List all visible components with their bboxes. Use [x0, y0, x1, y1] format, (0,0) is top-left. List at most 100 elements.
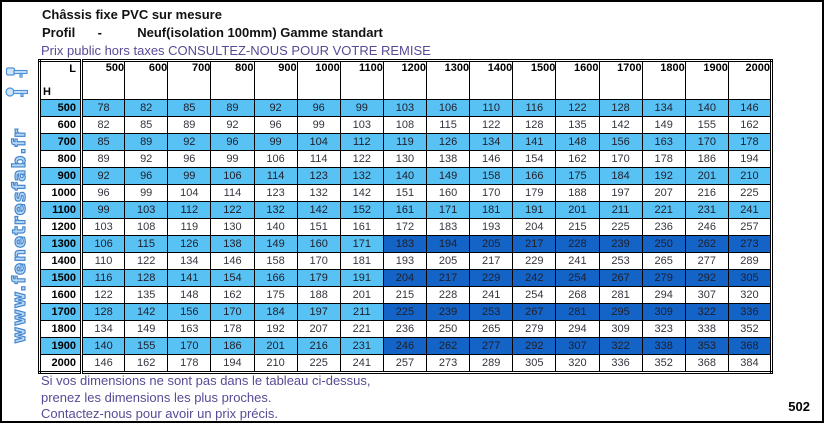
- price-cell: 307: [555, 337, 600, 355]
- price-cell: 338: [684, 320, 729, 338]
- price-cell: 225: [727, 184, 773, 202]
- price-cell: 241: [555, 252, 600, 270]
- header-row: L H 500 600 700 800 900 1000 1100 1200 1300 1400 1…: [39, 60, 773, 100]
- price-cell: 241: [727, 201, 773, 219]
- price-cell: 148: [167, 286, 212, 304]
- price-cell: 103: [382, 99, 428, 117]
- price-cell: 215: [382, 286, 428, 304]
- price-cell: 161: [339, 218, 384, 236]
- price-cell: 236: [382, 320, 428, 338]
- price-cell: 154: [210, 269, 255, 287]
- price-cell: 103: [124, 201, 169, 219]
- price-cell: 163: [641, 133, 686, 151]
- price-cell: 96: [80, 184, 126, 202]
- profil-label: Profil: [42, 25, 76, 40]
- price-cell: 294: [641, 286, 686, 304]
- price-cell: 132: [296, 184, 341, 202]
- price-cell: 289: [469, 354, 514, 373]
- price-cell: 158: [469, 167, 514, 185]
- price-cell: 183: [382, 235, 428, 253]
- price-cell: 106: [253, 150, 298, 168]
- price-cell: 267: [598, 269, 643, 287]
- price-cell: 99: [339, 99, 384, 117]
- price-cell: 151: [382, 184, 428, 202]
- price-cell: 225: [296, 354, 341, 373]
- price-cell: 166: [253, 269, 298, 287]
- row-header-1900: 1900: [39, 337, 83, 355]
- price-cell: 231: [684, 201, 729, 219]
- price-cell: 265: [641, 252, 686, 270]
- row-header-1500: 1500: [39, 269, 83, 287]
- row-header-2000: 2000: [39, 354, 83, 373]
- price-cell: 142: [598, 116, 643, 134]
- price-cell: 142: [124, 303, 169, 321]
- price-cell: 110: [80, 252, 126, 270]
- price-cell: 103: [80, 218, 126, 236]
- price-cell: 148: [555, 133, 600, 151]
- price-cell: 138: [425, 150, 471, 168]
- table-row-h1300: 1300 106 115 126 138 149 160 171 183 194 205 217 228…: [39, 235, 773, 253]
- price-cell: 128: [512, 116, 557, 134]
- price-cell: 140: [253, 218, 298, 236]
- row-header-1400: 1400: [39, 252, 83, 270]
- table-row-h1400: 1400 110 122 134 146 158 170 181 193 205 217 229 241…: [39, 252, 773, 270]
- price-cell: 204: [382, 269, 428, 287]
- price-cell: 207: [641, 184, 686, 202]
- price-cell: 138: [210, 235, 255, 253]
- price-cell: 201: [339, 286, 384, 304]
- price-cell: 257: [727, 218, 773, 236]
- price-cell: 114: [210, 184, 255, 202]
- price-cell: 119: [382, 133, 428, 151]
- price-cell: 171: [339, 235, 384, 253]
- price-cell: 322: [598, 337, 643, 355]
- price-cell: 89: [167, 116, 212, 134]
- price-cell: 160: [425, 184, 471, 202]
- price-cell: 163: [167, 320, 212, 338]
- price-cell: 78: [80, 99, 126, 117]
- price-table-body: 500 78 82 85 89 92 96 99 103 106 110 116 122 128 134 14…: [39, 99, 773, 373]
- price-cell: 132: [253, 201, 298, 219]
- price-cell: 149: [253, 235, 298, 253]
- price-cell: 134: [469, 133, 514, 151]
- price-cell: 156: [167, 303, 212, 321]
- table-row-h1500: 1500 116 128 141 154 166 179 191 204 217 229 242 254…: [39, 269, 773, 287]
- column-header-1300: 1300: [425, 60, 471, 100]
- price-cell: 211: [339, 303, 384, 321]
- price-cell: 82: [124, 99, 169, 117]
- price-cell: 128: [598, 99, 643, 117]
- price-cell: 221: [641, 201, 686, 219]
- price-cell: 104: [296, 133, 341, 151]
- price-cell: 135: [124, 286, 169, 304]
- column-header-700: 700: [167, 60, 212, 100]
- price-cell: 292: [684, 269, 729, 287]
- price-cell: 142: [339, 184, 384, 202]
- price-cell: 85: [124, 116, 169, 134]
- price-cell: 99: [124, 184, 169, 202]
- price-cell: 122: [124, 252, 169, 270]
- price-cell: 262: [425, 337, 471, 355]
- price-cell: 92: [124, 150, 169, 168]
- price-cell: 115: [425, 116, 471, 134]
- price-cell: 307: [684, 286, 729, 304]
- row-header-1200: 1200: [39, 218, 83, 236]
- price-cell: 191: [339, 269, 384, 287]
- price-cell: 265: [469, 320, 514, 338]
- table-row-h1600: 1600 122 135 148 162 175 188 201 215 228 241 254 268…: [39, 286, 773, 304]
- price-cell: 119: [167, 218, 212, 236]
- price-cell: 99: [253, 133, 298, 151]
- price-cell: 241: [339, 354, 384, 373]
- price-cell: 155: [684, 116, 729, 134]
- price-cell: 279: [512, 320, 557, 338]
- table-row-h800: 800 89 92 96 99 106 114 122 130 138 146 154 162 170 17…: [39, 150, 773, 168]
- price-cell: 116: [80, 269, 126, 287]
- price-cell: 99: [210, 150, 255, 168]
- price-cell: 99: [80, 201, 126, 219]
- price-cell: 254: [512, 286, 557, 304]
- price-cell: 170: [598, 150, 643, 168]
- price-cell: 96: [210, 133, 255, 151]
- price-cell: 92: [167, 133, 212, 151]
- price-cell: 134: [167, 252, 212, 270]
- price-cell: 281: [598, 286, 643, 304]
- table-row-h700: 700 85 89 92 96 99 104 112 119 126 134 141 148 156 163…: [39, 133, 773, 151]
- price-cell: 292: [512, 337, 557, 355]
